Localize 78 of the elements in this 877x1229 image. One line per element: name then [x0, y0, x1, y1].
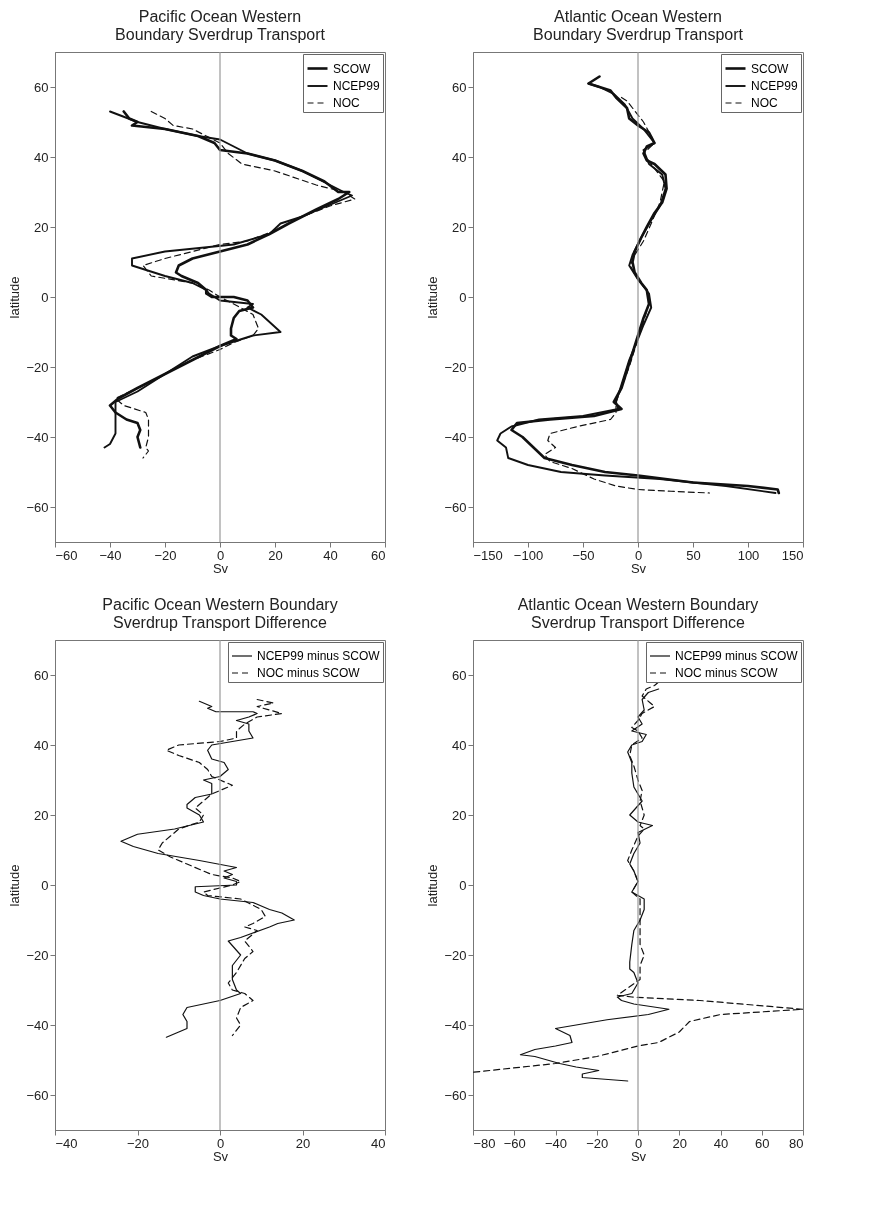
- y-tick-label: −60: [444, 1087, 467, 1103]
- y-tick-label: −20: [444, 359, 467, 375]
- x-tick-label: 0: [634, 547, 643, 563]
- x-tick-label: 20: [268, 547, 283, 563]
- x-tick-label: 40: [713, 1135, 729, 1151]
- x-axis-title: Sv: [630, 1148, 647, 1164]
- x-tick-label: −60: [55, 547, 78, 563]
- x-tick-label: 80: [789, 1135, 804, 1151]
- x-tick-label: −50: [572, 547, 595, 563]
- x-tick-label: −100: [513, 547, 544, 563]
- x-tick-label: −40: [544, 1135, 568, 1151]
- y-tick-label: −60: [444, 499, 467, 515]
- y-tick-label: 40: [34, 149, 49, 165]
- y-tick-label: 20: [452, 219, 467, 235]
- y-tick-label: 60: [452, 79, 467, 95]
- y-tick-label: 0: [41, 289, 49, 305]
- chart-title: Pacific Ocean Western Boundary Sverdrup Transport Difference: [102, 596, 338, 632]
- x-tick-label: −60: [503, 1135, 526, 1151]
- legend-label: NCEP99 minus SCOW: [257, 649, 381, 663]
- x-tick-label: 60: [755, 1135, 770, 1151]
- y-tick-label: −40: [444, 1017, 467, 1033]
- x-axis-title: Sv: [212, 560, 229, 576]
- y-tick-label: −20: [26, 359, 49, 375]
- legend-label: NOC minus SCOW: [675, 666, 779, 680]
- y-axis-title: latitude: [425, 276, 441, 319]
- y-tick-label: −40: [444, 429, 467, 445]
- y-tick-label: 20: [34, 807, 49, 823]
- legend-label: SCOW: [751, 61, 789, 76]
- y-tick-label: −40: [26, 1017, 49, 1033]
- y-tick-label: −60: [26, 1087, 49, 1103]
- x-tick-label: 20: [672, 1135, 687, 1151]
- chart-title: Atlantic Ocean Western Boundary Sverdrup Transport: [533, 8, 744, 44]
- y-axis-title: latitude: [425, 864, 441, 907]
- y-tick-label: 20: [34, 219, 49, 235]
- x-tick-label: −20: [154, 547, 177, 563]
- y-axis-title: latitude: [7, 276, 23, 319]
- y-tick-label: 20: [452, 807, 467, 823]
- x-tick-label: 50: [686, 547, 701, 563]
- legend-label: NOC: [751, 96, 778, 110]
- legend-label: NOC minus SCOW: [257, 666, 361, 680]
- y-tick-label: −20: [444, 947, 467, 963]
- x-tick-label: 20: [295, 1135, 311, 1151]
- chart-title: Pacific Ocean Western Boundary Sverdrup Transport: [115, 8, 326, 44]
- x-tick-label: −20: [126, 1135, 150, 1151]
- y-tick-label: 40: [452, 737, 467, 753]
- x-axis-title: Sv: [212, 1148, 229, 1164]
- y-tick-label: −20: [26, 947, 49, 963]
- x-tick-label: −40: [99, 547, 122, 563]
- x-tick-label: −40: [55, 1135, 78, 1151]
- y-tick-label: 60: [452, 667, 467, 683]
- legend-label: NCEP99: [333, 79, 381, 93]
- x-tick-label: −150: [473, 547, 503, 563]
- y-tick-label: 0: [41, 877, 49, 893]
- legend-label: NCEP99: [751, 79, 799, 93]
- x-tick-label: 0: [216, 1135, 225, 1151]
- x-tick-label: 0: [634, 1135, 643, 1151]
- y-axis-title: latitude: [7, 864, 23, 907]
- y-tick-label: 0: [459, 289, 467, 305]
- legend-label: SCOW: [333, 61, 371, 76]
- y-tick-label: 60: [34, 79, 49, 95]
- chart-title: Atlantic Ocean Western Boundary Sverdrup Transport Difference: [517, 596, 759, 632]
- x-tick-label: 150: [781, 547, 804, 563]
- legend-label: NOC: [333, 96, 360, 110]
- x-tick-label: −80: [473, 1135, 496, 1151]
- y-tick-label: 40: [452, 149, 467, 165]
- x-axis-title: Sv: [630, 560, 647, 576]
- y-tick-label: −40: [26, 429, 49, 445]
- x-tick-label: 60: [371, 547, 386, 563]
- x-tick-label: 40: [323, 547, 338, 563]
- x-tick-label: 100: [737, 547, 760, 563]
- x-tick-label: 0: [216, 547, 225, 563]
- y-tick-label: 60: [34, 667, 49, 683]
- y-tick-label: 0: [459, 877, 467, 893]
- legend-label: NCEP99 minus SCOW: [675, 649, 799, 663]
- x-tick-label: 40: [371, 1135, 386, 1151]
- y-tick-label: 40: [34, 737, 49, 753]
- x-tick-label: −20: [586, 1135, 609, 1151]
- y-tick-label: −60: [26, 499, 49, 515]
